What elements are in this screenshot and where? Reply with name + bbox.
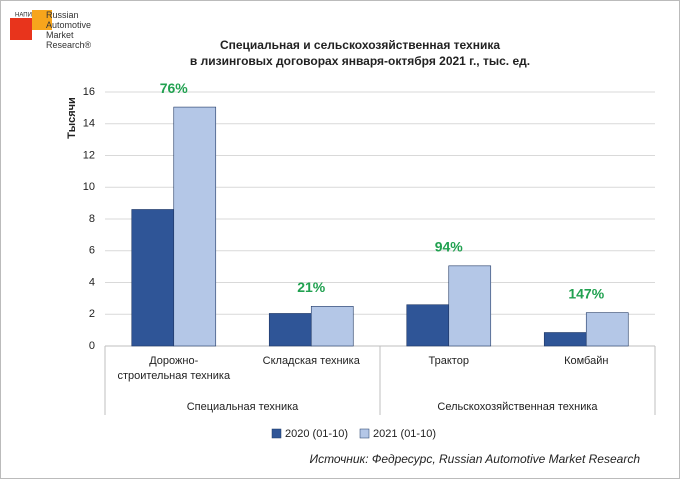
y-tick-label: 12 bbox=[83, 149, 95, 161]
x-tick-box: Трактор bbox=[428, 355, 469, 367]
group-label: Сельскохозяйственная техника bbox=[437, 401, 598, 413]
logo-orange bbox=[32, 10, 52, 30]
bar bbox=[543, 332, 587, 347]
annotation: 76% bbox=[160, 80, 189, 96]
y-tick-label: 10 bbox=[83, 181, 95, 193]
x-tick-label: Трактор bbox=[428, 355, 469, 367]
y-tick-label: 2 bbox=[89, 308, 95, 320]
x-tick-box: Складская техника bbox=[262, 355, 360, 367]
chart-subtitle: в лизинговых договорах января-октября 20… bbox=[190, 54, 530, 68]
logo-text-box: Russian Automotive Market Research® bbox=[46, 10, 92, 50]
x-tick-box: Комбайн bbox=[564, 355, 609, 367]
bar bbox=[448, 265, 492, 347]
legend-label: 2021 (01-10) bbox=[373, 428, 436, 440]
bar bbox=[131, 209, 175, 347]
y-axis-label: Тысячи bbox=[66, 97, 78, 139]
legend-swatch bbox=[271, 428, 282, 439]
legend-label: 2020 (01-10) bbox=[285, 428, 348, 440]
chart-title: Специальная и сельскохозяйственная техни… bbox=[220, 38, 500, 52]
logo-red bbox=[10, 18, 32, 40]
x-tick-label: Складская техника bbox=[262, 355, 360, 367]
bar bbox=[310, 306, 354, 347]
bar bbox=[585, 312, 629, 347]
x-tick-label: Дорожно-строительная техника bbox=[117, 355, 231, 382]
logo-text: Russian Automotive Market Research® bbox=[46, 10, 92, 50]
x-tick-box: Дорожно-строительная техника bbox=[117, 355, 231, 382]
legend-swatch bbox=[359, 428, 370, 439]
annotation: 94% bbox=[435, 239, 464, 255]
x-tick-label: Комбайн bbox=[564, 355, 609, 367]
source: Источник: Федресурс, Russian Automotive … bbox=[309, 452, 640, 466]
bar bbox=[406, 304, 450, 347]
y-tick-label: 16 bbox=[83, 86, 95, 98]
y-tick-label: 8 bbox=[89, 213, 95, 225]
annotation: 21% bbox=[297, 279, 326, 295]
y-tick-label: 6 bbox=[89, 245, 95, 257]
bar bbox=[173, 106, 217, 347]
logo-mark: НАПИ bbox=[15, 13, 32, 19]
y-tick-label: 0 bbox=[89, 340, 95, 352]
y-tick-label: 4 bbox=[89, 276, 95, 288]
group-label: Специальная техника bbox=[187, 401, 299, 413]
bar bbox=[268, 313, 312, 347]
annotation: 147% bbox=[568, 285, 604, 301]
y-tick-label: 14 bbox=[83, 118, 95, 130]
